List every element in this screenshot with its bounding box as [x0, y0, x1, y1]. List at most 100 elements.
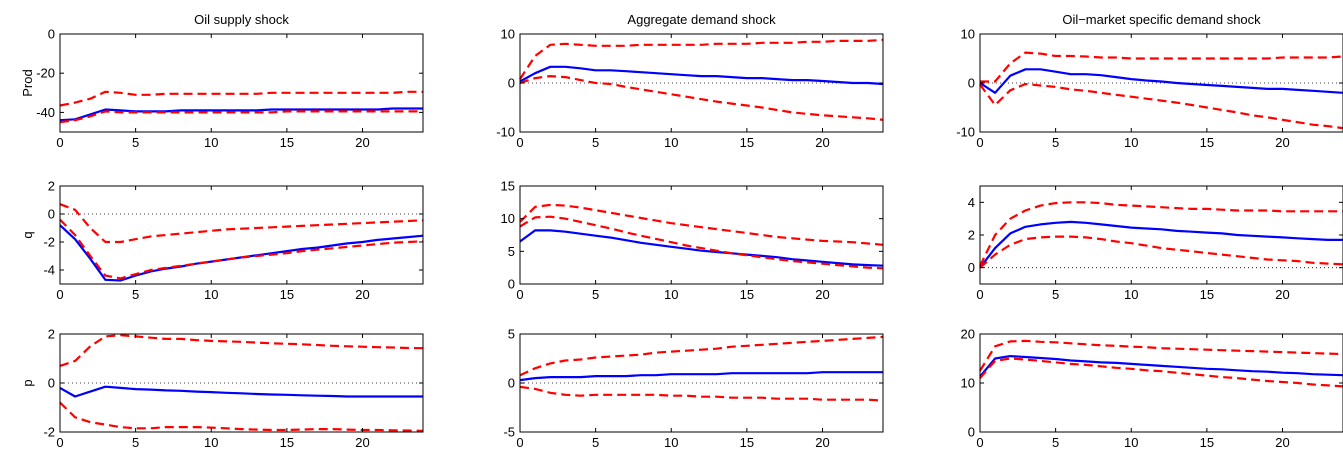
x-tick-label: 20	[1275, 435, 1289, 450]
upper-confidence-band-line	[979, 339, 1343, 372]
x-tick-label: 5	[1052, 435, 1059, 450]
x-tick-label: 20	[1275, 135, 1289, 150]
subplot-1-0: 0 5 10 15 20 -4 -2 0 2 q	[20, 179, 424, 302]
y-tick-label: 2	[48, 327, 55, 342]
x-tick-label: 5	[132, 287, 139, 302]
x-tick-label: 15	[1200, 287, 1214, 302]
y-tick-label: 0	[968, 425, 975, 440]
y-axis-label: p	[20, 379, 35, 386]
axes-frame	[59, 185, 424, 285]
y-tick-label: -2	[43, 235, 55, 250]
lower-confidence-band-line	[979, 357, 1343, 388]
upper-confidence-band-line	[59, 334, 424, 367]
x-tick-label: 10	[1124, 435, 1138, 450]
y-tick-label: 15	[501, 179, 515, 194]
x-tick-label: 5	[132, 435, 139, 450]
upper-confidence-band-line	[519, 203, 884, 246]
x-tick-label: 15	[740, 435, 754, 450]
subplot-title: Oil−market specific demand shock	[1062, 12, 1261, 27]
lower-confidence-band-line	[519, 385, 884, 402]
lower-confidence-band-line	[979, 82, 1343, 130]
median-response-line	[979, 355, 1343, 378]
x-tick-label: 15	[280, 135, 294, 150]
x-tick-label: 20	[355, 287, 369, 302]
x-tick-label: 10	[204, 135, 218, 150]
x-tick-label: 10	[1124, 287, 1138, 302]
axes-frame	[519, 185, 884, 285]
x-tick-label: 0	[56, 287, 63, 302]
lower-confidence-band-line	[979, 235, 1343, 269]
upper-confidence-band-line	[59, 203, 424, 244]
x-tick-label: 5	[592, 435, 599, 450]
y-tick-label: -40	[36, 105, 55, 120]
x-tick-label: 10	[204, 287, 218, 302]
upper-confidence-band-line	[519, 335, 884, 377]
x-tick-label: 20	[355, 135, 369, 150]
y-tick-label: 0	[968, 260, 975, 275]
y-tick-label: 2	[968, 228, 975, 243]
upper-confidence-band-line	[59, 90, 423, 107]
median-response-line	[979, 220, 1343, 269]
y-tick-label: 10	[501, 27, 515, 42]
x-tick-label: 15	[1200, 135, 1214, 150]
axes-frame	[59, 33, 424, 133]
y-tick-label: 10	[501, 211, 515, 226]
x-tick-label: 5	[132, 135, 139, 150]
x-tick-label: 0	[976, 435, 983, 450]
y-tick-label: 0	[48, 376, 55, 391]
x-tick-label: 15	[740, 287, 754, 302]
y-tick-label: 0	[48, 27, 55, 42]
x-tick-label: 5	[592, 287, 599, 302]
x-tick-label: 0	[56, 135, 63, 150]
lower-confidence-band-line	[59, 218, 424, 280]
median-response-line	[519, 229, 884, 267]
lower-confidence-band-line	[519, 74, 884, 121]
y-axis-label: Prod	[20, 69, 35, 96]
median-response-line	[979, 68, 1343, 94]
median-response-line	[59, 385, 423, 398]
y-tick-label: 0	[508, 76, 515, 91]
subplot-1-2: 0 5 10 15 20 0 2 4	[968, 185, 1343, 302]
x-tick-label: 15	[280, 435, 294, 450]
y-tick-label: -2	[43, 425, 55, 440]
x-tick-label: 10	[204, 435, 218, 450]
y-tick-label: -10	[956, 125, 975, 140]
y-tick-label: -5	[503, 425, 515, 440]
y-tick-label: 0	[508, 277, 515, 292]
lower-confidence-band-line	[519, 215, 884, 270]
x-tick-label: 20	[815, 435, 829, 450]
median-response-line	[519, 371, 883, 382]
y-axis-label: q	[20, 231, 35, 238]
x-tick-label: 0	[516, 435, 523, 450]
y-tick-label: -10	[496, 125, 515, 140]
subplot-2-2: 0 5 10 15 20 0 10 20	[961, 327, 1343, 450]
x-tick-label: 15	[1200, 435, 1214, 450]
subplot-2-1: 0 5 10 15 20-505	[503, 327, 884, 450]
lower-confidence-band-line	[59, 401, 424, 432]
upper-confidence-band-line	[980, 51, 1343, 83]
subplot-0-0: 0 5 10 15 20 -40 -20 0 Oil supply shock Prod	[20, 12, 424, 150]
lower-confidence-band-line	[59, 110, 423, 124]
axes-frame	[979, 185, 1343, 285]
y-tick-label: 0	[508, 376, 515, 391]
x-tick-label: 5	[1052, 287, 1059, 302]
x-tick-label: 0	[516, 135, 523, 150]
y-tick-label: 4	[968, 195, 975, 210]
x-tick-label: 10	[664, 135, 678, 150]
x-tick-label: 20	[815, 135, 829, 150]
y-tick-label: 5	[508, 327, 515, 342]
y-tick-label: 5	[508, 244, 515, 259]
x-tick-label: 10	[1124, 135, 1138, 150]
median-response-line	[59, 107, 423, 122]
x-tick-label: 10	[664, 435, 678, 450]
y-tick-label: 0	[968, 76, 975, 91]
median-response-line	[59, 224, 424, 282]
subplot-1-1: 0 5 10 15 20 0 5 10 15	[501, 179, 884, 302]
x-tick-label: 5	[1052, 135, 1059, 150]
upper-confidence-band-line	[519, 38, 884, 80]
y-tick-label: -4	[43, 263, 55, 278]
